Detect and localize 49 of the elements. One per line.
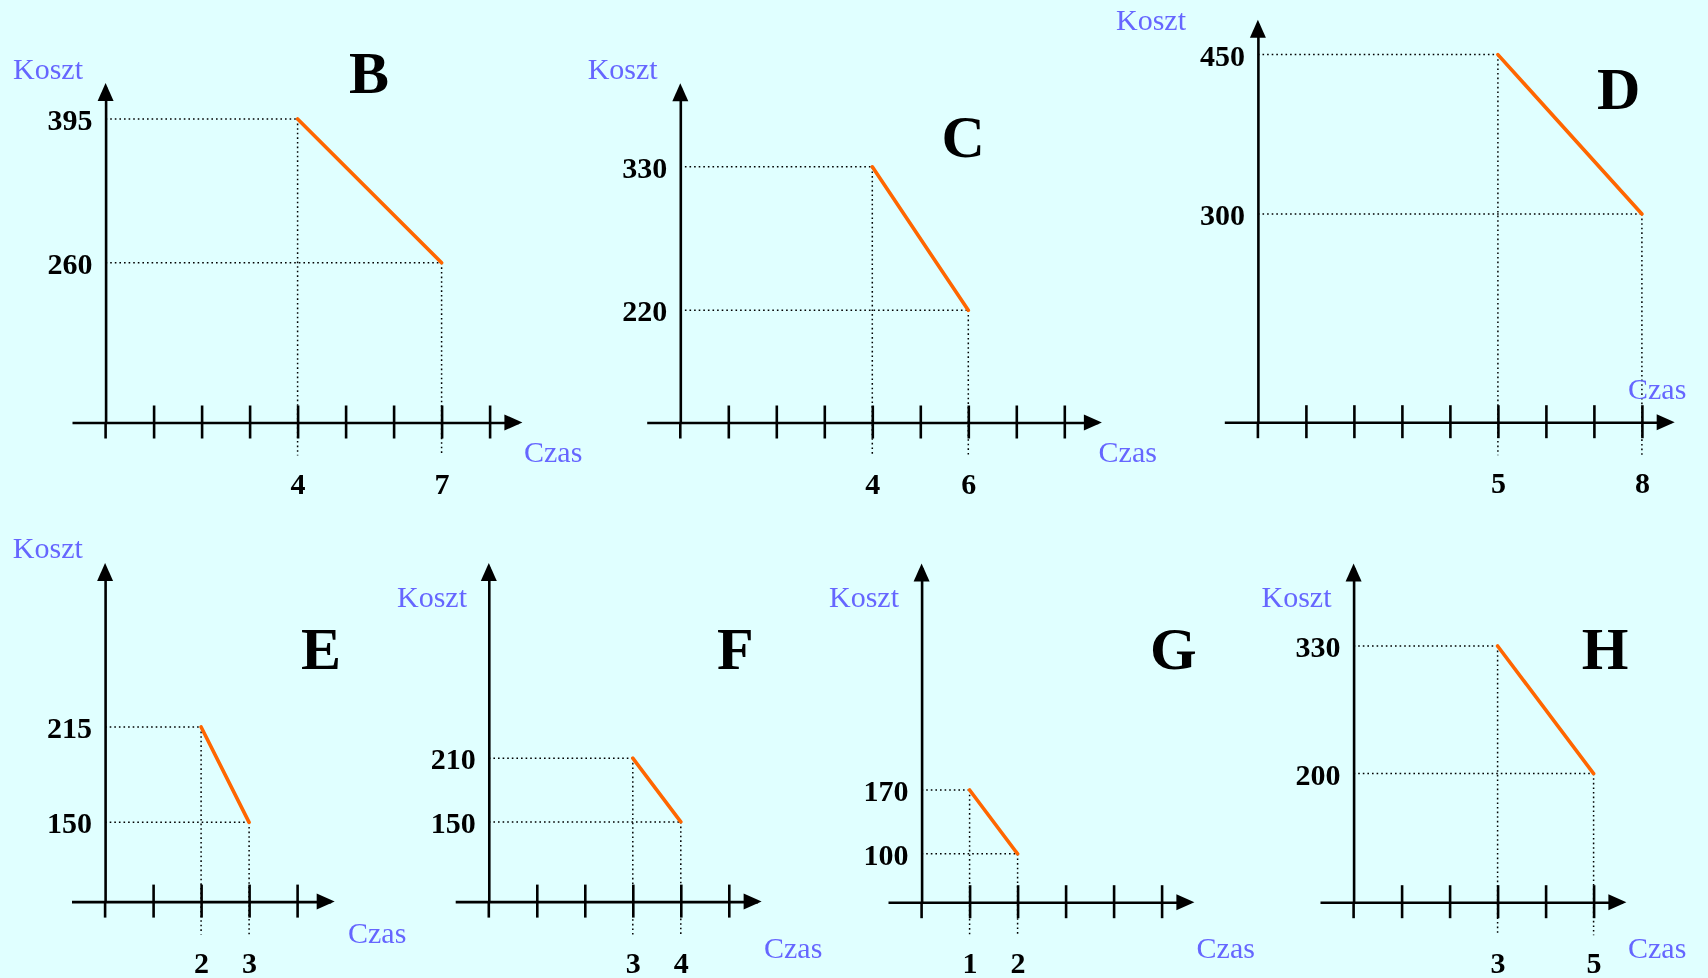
x-tick-label: 6 (961, 466, 977, 500)
y-tick-label: 220 (622, 294, 668, 328)
y-tick-label: 330 (622, 150, 668, 184)
x-tick-label: 2 (194, 945, 210, 978)
text: G (1150, 616, 1197, 682)
text: E (301, 616, 342, 682)
x-axis-title: Czas (1628, 931, 1687, 964)
x-tick-label: 3 (242, 945, 258, 978)
x-axis-title: Czas (348, 915, 407, 949)
y-axis-title: Koszt (829, 580, 900, 613)
y-axis-title: Koszt (587, 51, 659, 85)
y-tick-label: 150 (47, 806, 93, 840)
x-axis-title: Czas (524, 435, 583, 468)
y-tick-label: 200 (1295, 757, 1341, 791)
y-axis-title: Koszt (12, 531, 84, 564)
x-tick-label: 4 (673, 945, 689, 978)
y-axis-title: Koszt (13, 51, 84, 85)
y-axis-title: Koszt (1116, 3, 1187, 36)
x-tick-label: 3 (1490, 946, 1506, 978)
x-axis-title: Czas (1196, 931, 1255, 964)
y-tick-label: 300 (1199, 197, 1245, 231)
y-tick-label: 395 (47, 102, 93, 136)
x-axis-title: Czas (1098, 435, 1157, 468)
y-tick-label: 330 (1295, 630, 1341, 664)
text: H (1581, 616, 1629, 682)
y-tick-label: 150 (430, 805, 476, 839)
chart-title: B (349, 40, 390, 106)
y-tick-label: 210 (430, 742, 476, 776)
x-axis-title: Czas (1628, 371, 1687, 405)
y-axis-title: Koszt (397, 579, 468, 613)
x-tick-label: 7 (434, 466, 450, 500)
x-tick-label: 8 (1634, 466, 1650, 500)
y-tick-label: 170 (863, 774, 909, 808)
x-axis-title: Czas (764, 931, 823, 964)
text: F (717, 616, 754, 682)
x-tick-label: 2 (1010, 946, 1026, 978)
y-tick-label: 215 (47, 710, 93, 744)
x-tick-label: 3 (625, 945, 641, 978)
chart-title: C (941, 104, 985, 170)
text: D (1597, 56, 1641, 122)
x-tick-label: 5 (1490, 466, 1506, 500)
y-tick-label: 260 (47, 246, 93, 280)
y-tick-label: 100 (863, 837, 909, 871)
x-tick-label: 4 (290, 466, 306, 500)
x-tick-label: 1 (962, 946, 978, 978)
y-axis-title: Koszt (1261, 580, 1333, 613)
x-tick-label: 5 (1586, 946, 1602, 978)
x-tick-label: 4 (865, 466, 881, 500)
y-tick-label: 450 (1199, 38, 1245, 72)
